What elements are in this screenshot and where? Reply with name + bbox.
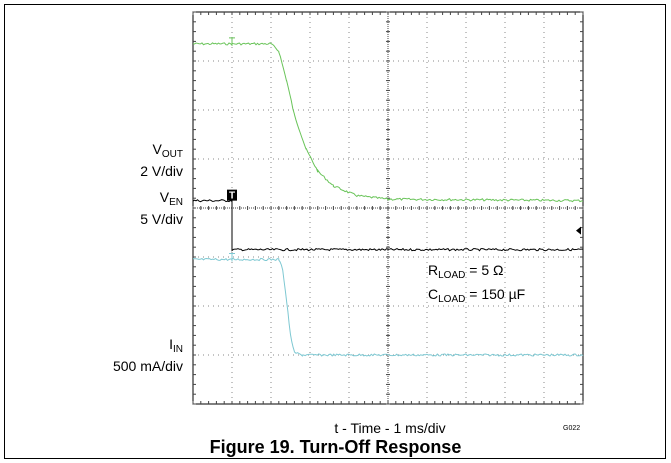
vout-channel-marker (229, 37, 235, 46)
rload-annotation: RLOAD = 5 Ω (428, 262, 504, 281)
figure-frame (4, 4, 666, 459)
figure-caption: Figure 19. Turn-Off Response (209, 437, 462, 457)
iin-label: IIN 500 mA/div (112, 336, 183, 374)
trigger-box (227, 189, 237, 201)
vout-label: VOUT 2 V/div (140, 141, 183, 179)
trigger-level-arrow (576, 226, 581, 235)
trigger-marker: T (229, 191, 235, 202)
ven-label: VEN 5 V/div (140, 189, 183, 227)
trace-in (193, 257, 584, 358)
iin-channel-marker (229, 252, 235, 262)
x-axis-label: t - Time - 1 ms/div (334, 420, 446, 436)
cload-annotation: CLOAD = 150 µF (428, 286, 526, 305)
trace-ven (192, 199, 583, 252)
trace-vout (192, 42, 584, 203)
graph-code: G022 (563, 425, 581, 432)
